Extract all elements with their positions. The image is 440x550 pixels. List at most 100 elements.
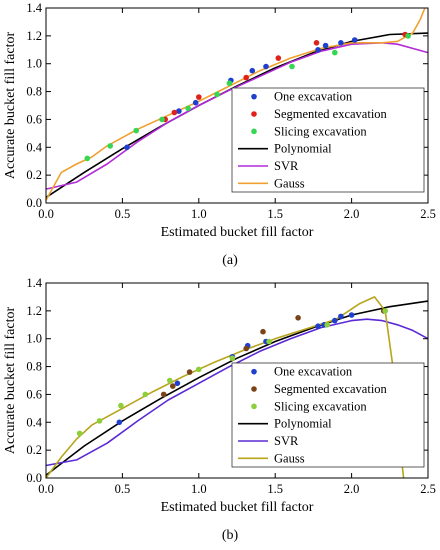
data-point-slicing-excavation <box>405 33 411 39</box>
y-tick-label: 0.8 <box>26 85 42 99</box>
y-tick-label: 1.4 <box>26 276 42 290</box>
panel-label: (a) <box>222 253 238 268</box>
data-point-one-excavation <box>176 108 182 114</box>
data-point-slicing-excavation <box>214 91 220 98</box>
data-point-slicing-excavation <box>107 143 113 149</box>
data-point-slicing-excavation <box>332 49 338 56</box>
legend-entry-gauss: Gauss <box>274 176 305 190</box>
y-tick-label: 0.4 <box>26 415 42 429</box>
x-tick-label: 2.5 <box>420 207 436 221</box>
y-tick-label: 0.6 <box>26 387 42 401</box>
data-point-slicing-excavation <box>96 418 103 424</box>
x-tick-label: 1.0 <box>191 207 207 221</box>
y-tick-label: 1.0 <box>26 57 42 71</box>
data-point-one-excavation <box>192 99 199 106</box>
data-point-one-excavation <box>338 40 344 46</box>
y-tick-label: 0.0 <box>26 196 42 210</box>
legend-box <box>231 87 425 193</box>
legend-marker-one-excavation <box>251 368 257 375</box>
data-point-one-excavation <box>249 67 256 74</box>
y-tick-label: 1.0 <box>26 332 42 346</box>
legend-entry-slicing-excavation: Slicing excavation <box>274 124 367 138</box>
data-point-segmented-excavation <box>295 315 301 321</box>
data-point-one-excavation <box>315 47 321 53</box>
y-tick-label: 0.2 <box>26 168 42 182</box>
plot-frame <box>45 7 429 204</box>
legend-entry-gauss: Gauss <box>274 451 305 465</box>
x-tick-label: 1.0 <box>191 482 207 496</box>
series-line-svr <box>45 41 429 190</box>
legend-entry-svr: SVR <box>274 159 299 173</box>
data-point-slicing-excavation <box>142 391 149 398</box>
x-tick-label: 1.5 <box>267 482 283 496</box>
data-point-slicing-excavation <box>226 80 233 86</box>
data-point-slicing-excavation <box>84 155 91 162</box>
y-axis-label: Accurate bucket fill factor <box>3 307 18 455</box>
data-point-one-excavation <box>322 42 329 49</box>
data-point-slicing-excavation <box>382 308 389 314</box>
legend-marker-slicing-excavation <box>251 403 257 410</box>
data-point-slicing-excavation <box>324 322 331 328</box>
y-tick-label: 1.2 <box>26 29 42 43</box>
data-point-slicing-excavation <box>229 355 236 361</box>
data-point-one-excavation <box>348 312 355 318</box>
data-point-slicing-excavation <box>133 127 139 134</box>
data-point-slicing-excavation <box>159 116 165 123</box>
data-point-one-excavation <box>332 317 338 324</box>
data-point-slicing-excavation <box>118 402 124 409</box>
legend-marker-slicing-excavation <box>251 128 257 135</box>
y-tick-label: 0.8 <box>26 360 42 374</box>
x-tick-label: 0.5 <box>115 482 131 496</box>
legend-entry-segmented-excavation: Segmented excavation <box>274 382 388 396</box>
legend-entry-one-excavation: One excavation <box>274 365 353 379</box>
data-point-segmented-excavation <box>275 55 282 61</box>
data-point-slicing-excavation <box>289 63 295 70</box>
data-point-slicing-excavation <box>196 366 202 373</box>
data-point-segmented-excavation <box>186 369 193 375</box>
data-point-one-excavation <box>315 323 321 329</box>
y-tick-label: 0.2 <box>26 443 42 457</box>
x-tick-label: 0.5 <box>115 207 131 221</box>
legend-entry-svr: SVR <box>274 434 299 448</box>
data-point-segmented-excavation <box>170 383 176 389</box>
series-line-svr <box>45 318 429 467</box>
data-point-one-excavation <box>124 144 130 151</box>
legend-entry-one-excavation: One excavation <box>274 90 353 104</box>
y-tick-label: 0.6 <box>26 112 42 126</box>
data-point-one-excavation <box>351 37 358 43</box>
data-point-segmented-excavation <box>313 40 320 46</box>
legend: One excavation Segmented excavation Slicin… <box>231 87 425 193</box>
data-point-segmented-excavation <box>196 94 202 100</box>
series-line-polynomial <box>45 300 429 476</box>
data-point-slicing-excavation <box>185 105 191 112</box>
x-tick-label: 0.0 <box>38 207 54 221</box>
y-tick-label: 1.2 <box>26 304 42 318</box>
legend-entry-slicing-excavation: Slicing excavation <box>274 399 367 413</box>
series-line-gauss <box>45 296 405 479</box>
legend-marker-segmented-excavation <box>251 111 257 117</box>
data-point-one-excavation <box>174 380 181 387</box>
x-tick-label: 1.5 <box>267 207 283 221</box>
legend-entry-polynomial: Polynomial <box>274 142 332 156</box>
y-tick-label: 0.4 <box>26 140 42 154</box>
data-point-segmented-excavation <box>243 74 249 81</box>
panel-label: (b) <box>222 528 239 543</box>
x-tick-label: 2.0 <box>344 482 360 496</box>
legend-box <box>231 362 425 468</box>
legend-entry-segmented-excavation: Segmented excavation <box>274 107 388 121</box>
data-point-segmented-excavation <box>160 391 167 398</box>
chart-b: 0.0 0.5 1.0 1.5 2.0 2.5 0.0 0.2 0.4 0.6 0.8 1.0 1.2 1… <box>3 276 436 543</box>
data-point-one-excavation <box>116 419 123 426</box>
chart-a: 0.0 0.5 1.0 1.5 2.0 2.5 0.0 0.2 0.4 0.6 0.8 1.0 1.2 1… <box>3 1 436 268</box>
y-tick-label: 0.0 <box>26 471 42 485</box>
x-axis-label: Estimated bucket fill factor <box>161 225 314 240</box>
legend-marker-one-excavation <box>251 93 257 100</box>
x-tick-label: 0.0 <box>38 482 54 496</box>
data-point-segmented-excavation <box>171 109 178 116</box>
x-tick-label: 2.5 <box>420 482 436 496</box>
legend-marker-segmented-excavation <box>251 386 257 392</box>
legend-entry-polynomial: Polynomial <box>274 417 332 431</box>
data-point-slicing-excavation <box>76 430 83 437</box>
x-tick-label: 2.0 <box>344 207 360 221</box>
data-point-segmented-excavation <box>243 345 249 352</box>
